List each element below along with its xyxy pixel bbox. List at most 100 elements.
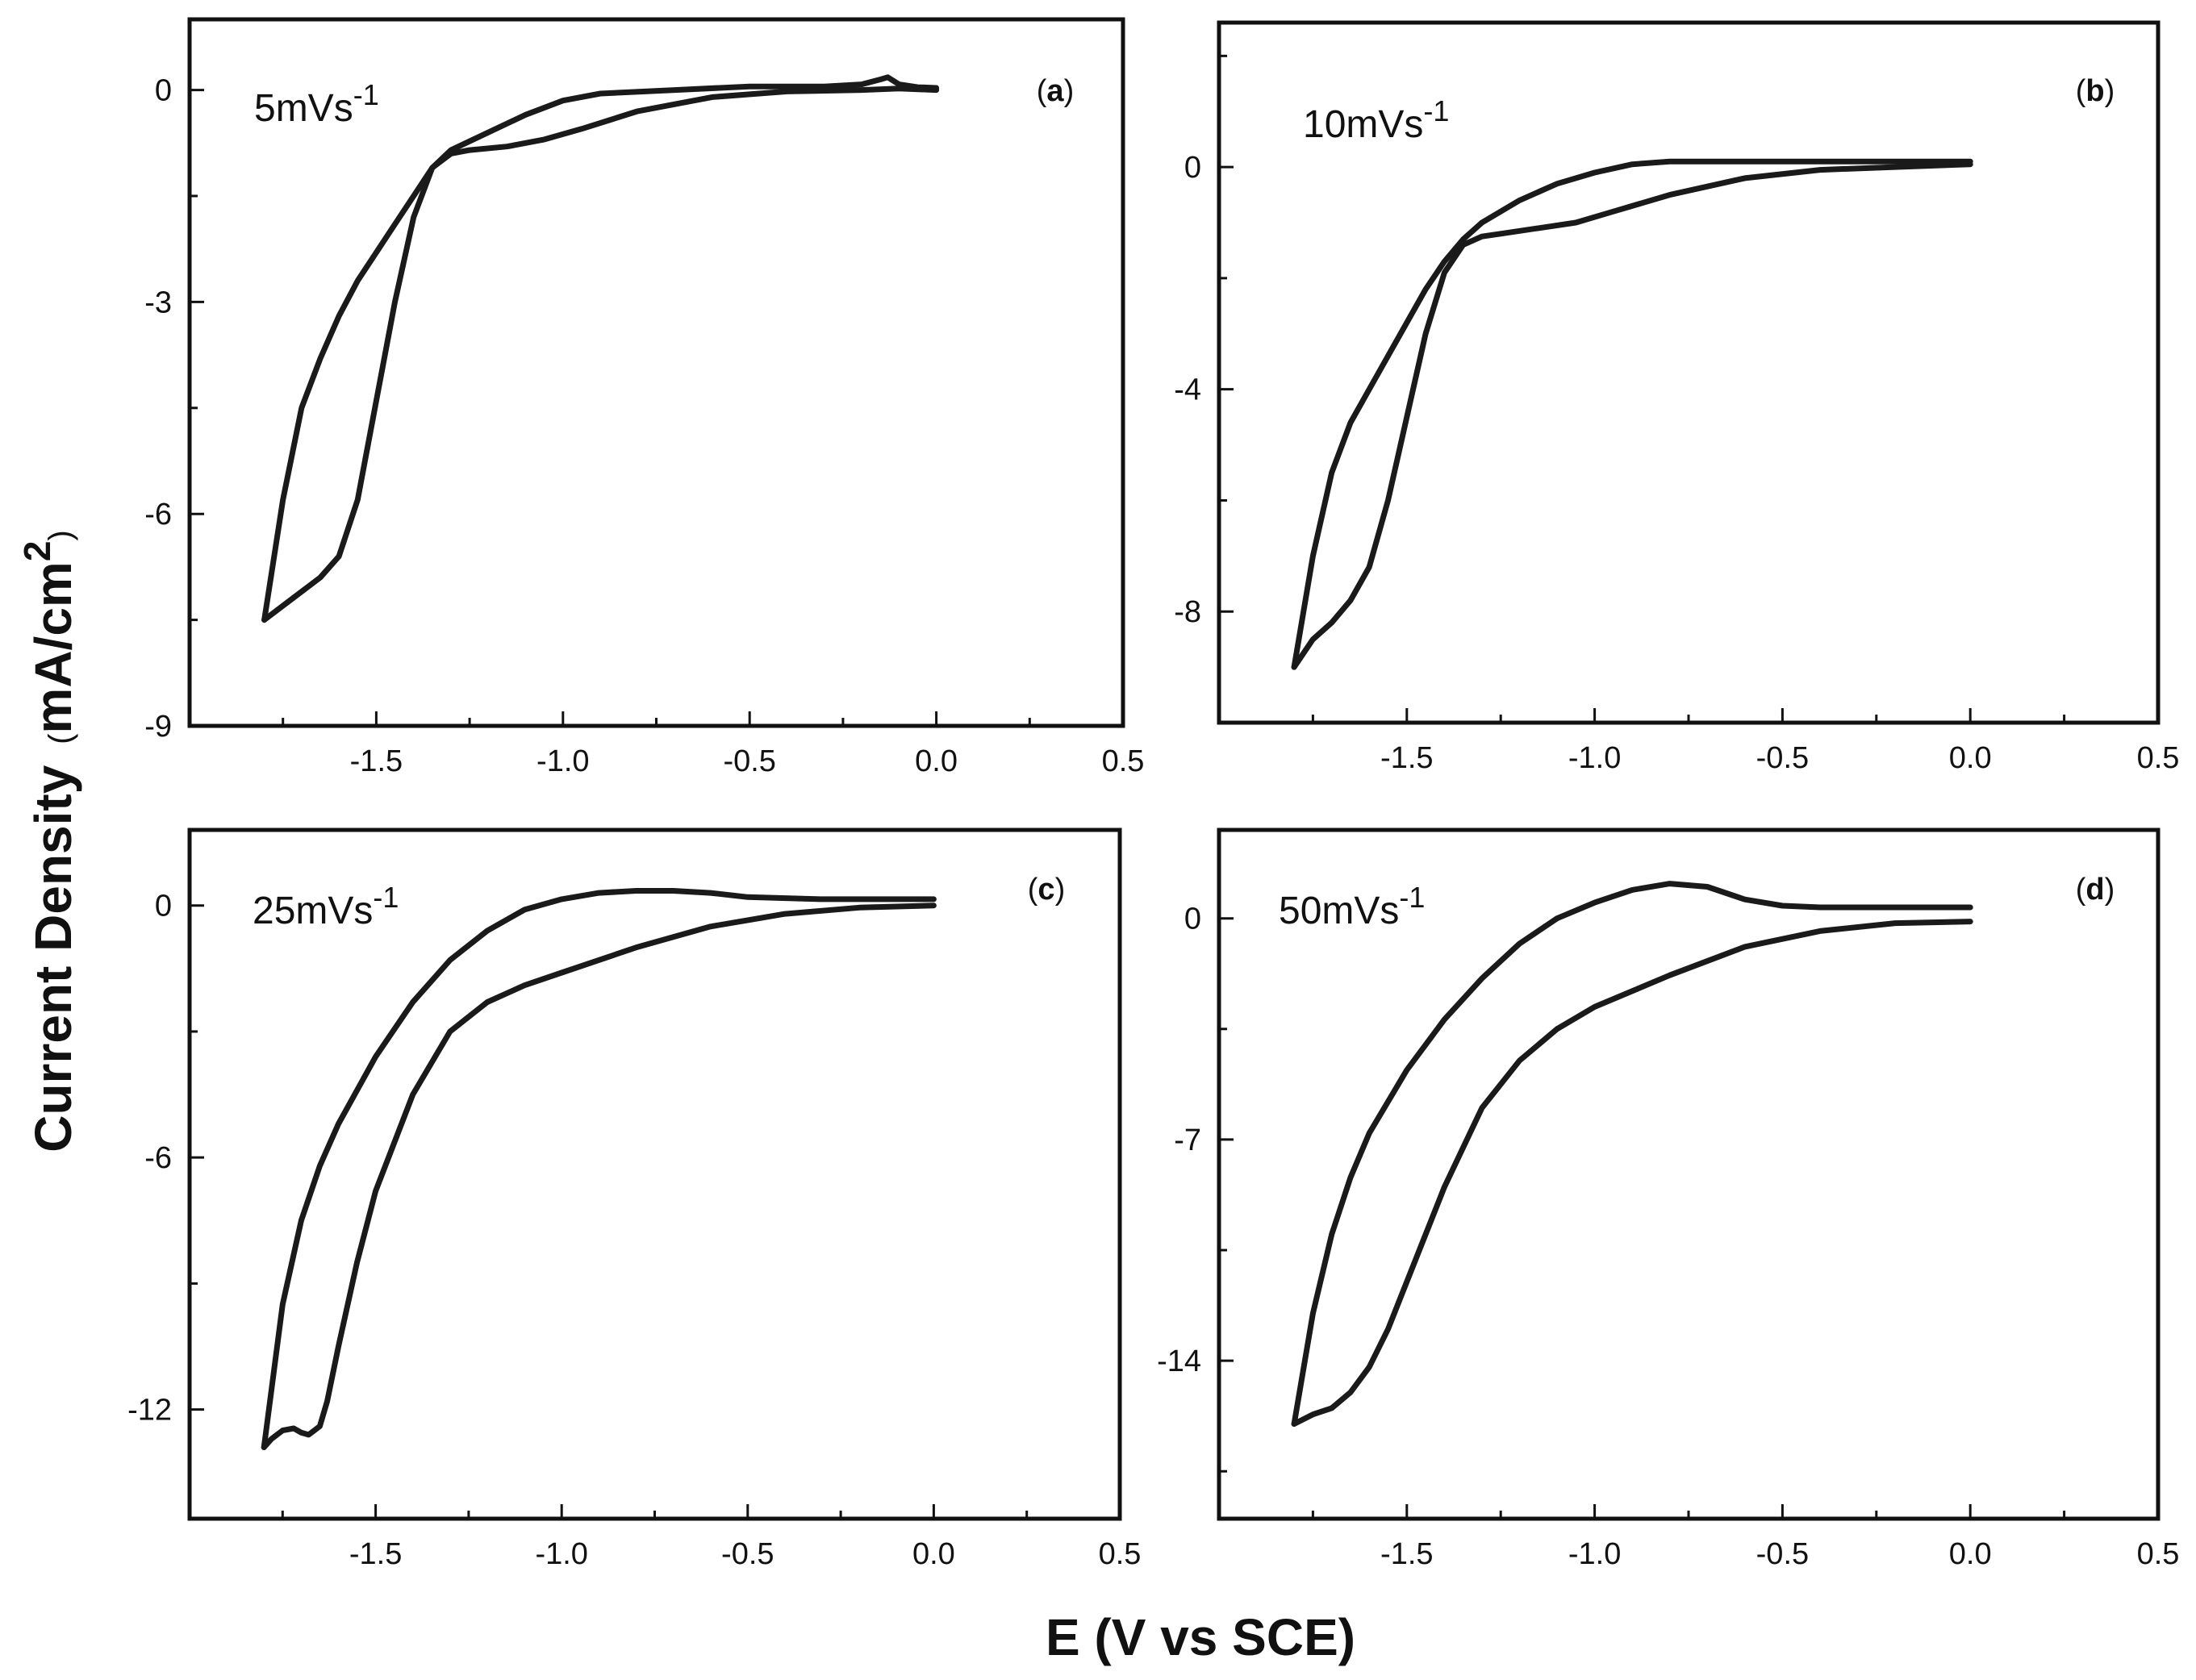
panel-d-y-tick-label: -14 xyxy=(1157,1344,1201,1378)
panel-a-x-tick-label: -0.5 xyxy=(723,744,775,778)
panel-b-x-tick-label: -0.5 xyxy=(1756,741,1809,775)
panel-b-y-tick-label: -8 xyxy=(1174,595,1201,629)
y-axis-title-paren-close: ) xyxy=(43,530,78,540)
panel-c-y-tick-label: -6 xyxy=(144,1141,172,1175)
panel-d-scan-rate: 50mVs-1 xyxy=(1279,881,1425,932)
panel-c-scan-rate-value: 25mVs xyxy=(253,890,373,932)
y-axis-title-group: Current Density (mA/cm2) xyxy=(16,530,82,1153)
panel-c-x-tick-label: 0.5 xyxy=(1099,1537,1142,1571)
panel-c-frame xyxy=(187,827,1122,1521)
panel-b-curves xyxy=(1291,158,1973,670)
panel-d-y-tick-labels: 0 -7 -14 xyxy=(1157,903,1201,1378)
panel-d-x-tick-label: -0.5 xyxy=(1756,1537,1809,1571)
panel-b-x-tick-labels: -1.5 -1.0 -0.5 0.0 0.5 xyxy=(1380,741,2179,775)
panel-a-y-tick-label: 0 xyxy=(155,74,172,108)
panel-a-y-tick-labels: 0 -3 -6 -9 xyxy=(144,74,172,744)
panel-a-label-letter: a xyxy=(1046,74,1064,108)
y-axis-title-unit-sup: 2 xyxy=(16,541,58,562)
panel-c-scan-rate: 25mVs-1 xyxy=(253,881,399,932)
panel-d-y-tick-label: -7 xyxy=(1174,1123,1201,1157)
panel-a-ticks xyxy=(190,89,1031,726)
panel-b-x-tick-label: 0.5 xyxy=(2137,741,2180,775)
panel-d-scan-rate-sup: -1 xyxy=(1399,881,1425,914)
panel-d-x-tick-label: -1.0 xyxy=(1568,1537,1621,1571)
panel-d-label-open: ( xyxy=(2076,873,2086,907)
panel-d-label-close: ) xyxy=(2105,873,2115,907)
panel-c-x-tick-label: -0.5 xyxy=(721,1537,774,1571)
panel-d-x-tick-labels: -1.5 -1.0 -0.5 0.0 0.5 xyxy=(1380,1537,2179,1571)
panel-c-y-tick-label: 0 xyxy=(155,890,172,923)
panel-b-series-cathodic xyxy=(1291,161,1973,670)
panel-a-x-tick-label: -1.0 xyxy=(536,744,589,778)
panel-a-x-tick-labels: -1.5 -1.0 -0.5 0.0 0.5 xyxy=(350,744,1145,778)
panel-d-scan-rate-value: 50mVs xyxy=(1279,890,1399,932)
panel-d-y-tick-label: 0 xyxy=(1184,903,1201,936)
panel-d-series-cathodic xyxy=(1291,919,1973,1427)
panel-d-curves xyxy=(1291,881,1973,1427)
y-axis-title-unit: mA/cm xyxy=(24,561,82,733)
panel-b: -1.5 -1.0 -0.5 0.0 0.5 0 -4 -8 10mVs-1 (b) xyxy=(1174,20,2179,775)
panel-b-x-tick-label: -1.0 xyxy=(1568,741,1621,775)
y-axis-title-paren-open: ( xyxy=(43,733,78,744)
panel-c-x-tick-label: 0.0 xyxy=(912,1537,955,1571)
panel-d-ticks xyxy=(1219,917,2066,1519)
panel-d-label-letter: d xyxy=(2085,873,2104,907)
panel-b-y-tick-label: 0 xyxy=(1184,151,1201,185)
panel-a-label: (a) xyxy=(1037,74,1074,108)
panel-c-y-tick-label: -12 xyxy=(127,1394,172,1428)
panel-b-ticks xyxy=(1219,54,2066,723)
panel-b-scan-rate-sup: -1 xyxy=(1423,94,1449,127)
panel-a-curves xyxy=(261,74,940,623)
panel-a-scan-rate-value: 5mVs xyxy=(254,87,353,130)
panel-c: -1.5 -1.0 -0.5 0.0 0.5 0 -6 -12 25mVs-1 (c) xyxy=(127,827,1142,1571)
x-axis-title: E (V vs SCE) xyxy=(1046,1608,1355,1666)
panel-a-y-tick-label: -3 xyxy=(144,286,172,319)
panel-d-series-anodic xyxy=(1291,881,1973,1427)
panel-d: -1.5 -1.0 -0.5 0.0 0.5 0 -7 -14 50mVs-1 (d) xyxy=(1157,827,2179,1571)
panel-c-ticks xyxy=(190,904,1029,1519)
panel-b-y-tick-label: -4 xyxy=(1174,373,1201,407)
panel-d-x-tick-label: -1.5 xyxy=(1380,1537,1433,1571)
panel-b-label: (b) xyxy=(2076,74,2115,108)
panel-a: -1.5 -1.0 -0.5 0.0 0.5 0 -3 -6 -9 5mVs-1 (a) xyxy=(144,17,1145,778)
panel-c-series-cathodic xyxy=(261,903,937,1450)
panel-a-label-close: ) xyxy=(1064,74,1075,108)
panel-c-curves xyxy=(261,888,937,1450)
panel-b-x-tick-label: -1.5 xyxy=(1380,741,1433,775)
panel-c-label-close: ) xyxy=(1055,873,1066,907)
panel-b-scan-rate: 10mVs-1 xyxy=(1303,94,1449,146)
panel-a-x-tick-label: 0.5 xyxy=(1102,744,1145,778)
panel-b-scan-rate-value: 10mVs xyxy=(1303,103,1423,146)
panel-c-series-anodic xyxy=(261,888,937,1450)
panel-a-scan-rate: 5mVs-1 xyxy=(254,78,379,130)
panel-c-label-open: ( xyxy=(1028,873,1038,907)
panel-c-label-letter: c xyxy=(1037,873,1054,907)
panel-b-y-tick-labels: 0 -4 -8 xyxy=(1174,151,1201,629)
y-axis-title-main: Current Density xyxy=(24,765,82,1153)
panel-b-label-close: ) xyxy=(2105,74,2115,108)
panel-d-label: (d) xyxy=(2076,873,2115,907)
panel-c-x-tick-label: -1.0 xyxy=(535,1537,587,1571)
panel-a-label-open: ( xyxy=(1037,74,1047,108)
panel-d-frame xyxy=(1217,827,2161,1521)
panel-a-y-tick-label: -6 xyxy=(144,498,172,532)
panel-c-scan-rate-sup: -1 xyxy=(373,881,399,914)
panel-b-series-anodic xyxy=(1291,158,1973,670)
panel-b-x-tick-label: 0.0 xyxy=(1949,741,1992,775)
panel-c-label: (c) xyxy=(1028,873,1065,907)
panel-a-series-cathodic xyxy=(261,85,940,623)
panel-a-y-tick-label: -9 xyxy=(144,710,172,744)
panel-b-label-letter: b xyxy=(2085,74,2104,108)
panel-b-label-open: ( xyxy=(2076,74,2086,108)
panel-c-x-tick-labels: -1.5 -1.0 -0.5 0.0 0.5 xyxy=(349,1537,1142,1571)
y-axis-title: Current Density (mA/cm2) xyxy=(16,530,82,1153)
panel-d-x-tick-label: 0.5 xyxy=(2137,1537,2180,1571)
panel-a-x-tick-label: 0.0 xyxy=(915,744,958,778)
panel-c-x-tick-label: -1.5 xyxy=(349,1537,402,1571)
panel-a-x-tick-label: -1.5 xyxy=(350,744,403,778)
panel-d-x-tick-label: 0.0 xyxy=(1949,1537,1992,1571)
panel-a-scan-rate-sup: -1 xyxy=(353,78,379,111)
panel-a-series-anodic xyxy=(261,74,940,623)
panel-c-y-tick-labels: 0 -6 -12 xyxy=(127,890,172,1428)
